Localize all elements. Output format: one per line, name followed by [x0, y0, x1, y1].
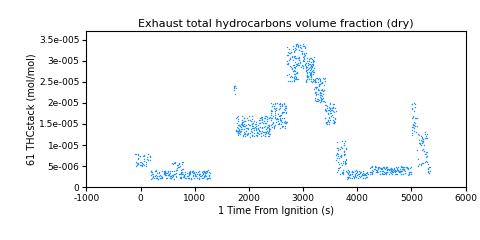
X-axis label: 1 Time From Ignition (s): 1 Time From Ignition (s)	[218, 206, 334, 216]
Y-axis label: 61 THCstack (mol/mol): 61 THCstack (mol/mol)	[26, 53, 36, 165]
Title: Exhaust total hydrocarbons volume fraction (dry): Exhaust total hydrocarbons volume fracti…	[138, 19, 414, 29]
